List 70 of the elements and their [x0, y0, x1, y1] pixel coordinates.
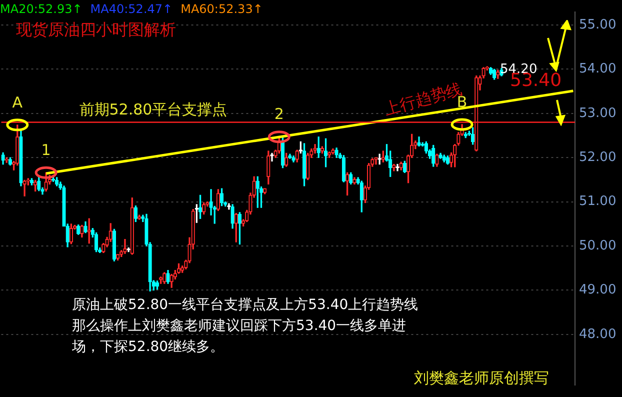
annotation: 那么操作上刘樊鑫老师建议回踩下方53.40一线多单进 — [72, 317, 406, 335]
candlestick — [496, 70, 500, 79]
candlestick — [435, 154, 439, 167]
candlestick — [324, 138, 328, 168]
candlestick — [227, 203, 231, 210]
annotation: MA60:52.33↑ — [180, 2, 263, 16]
candlestick — [230, 204, 234, 229]
y-tick-label: 49.00 — [579, 282, 616, 298]
candlestick — [69, 224, 74, 244]
candlestick — [381, 150, 385, 162]
annotation: MA40:52.47↑ — [90, 2, 173, 16]
y-tick-label: 51.00 — [579, 194, 616, 210]
candlestick — [302, 143, 306, 186]
annotation: 刘樊鑫老师原创撰写 — [414, 369, 549, 388]
candlestick — [270, 152, 274, 162]
candlestick — [87, 218, 91, 244]
annotation: 1 — [41, 141, 51, 160]
candlestick — [94, 232, 98, 252]
y-tick-label: 50.00 — [579, 238, 616, 254]
candlestick — [320, 146, 324, 154]
candlestick — [316, 136, 320, 158]
candlestick — [8, 157, 12, 166]
candlestick — [360, 180, 364, 212]
candlestick — [374, 157, 378, 165]
candlestick — [345, 172, 350, 196]
candlestick — [238, 212, 242, 245]
candlestick — [306, 152, 310, 180]
candlestick — [262, 188, 267, 194]
candlestick — [399, 162, 403, 170]
candlestick — [438, 152, 442, 159]
candlestick — [126, 247, 130, 252]
annotation: 2 — [274, 105, 284, 124]
candlestick — [37, 176, 41, 192]
candlestick — [328, 152, 332, 158]
candlestick — [234, 212, 238, 242]
y-tick-label: 54.00 — [579, 62, 616, 77]
candlestick — [352, 177, 356, 184]
candlestick — [256, 176, 260, 208]
annotation: MA20:52.93↑ — [0, 2, 82, 16]
candlestick — [134, 205, 138, 222]
y-tick-label: 55.00 — [579, 17, 616, 32]
candlestick — [123, 239, 127, 254]
candlestick — [1, 152, 5, 165]
candlestick — [266, 150, 270, 184]
text: 现货原油四小时图解析 — [16, 20, 176, 41]
candlestick — [396, 164, 400, 172]
candlestick — [198, 194, 202, 219]
candlestick — [313, 144, 317, 154]
candlestick — [130, 198, 134, 255]
y-tick-label: 52.00 — [579, 150, 616, 165]
candlestick — [84, 221, 88, 234]
annotation: 原油上破52.80一线平台支撑点及上方53.40上行趋势线 — [72, 296, 418, 314]
candlestick — [342, 155, 346, 182]
candlestick — [378, 154, 382, 165]
candlestick — [220, 188, 224, 206]
annotation: 场，下探52.80继续多。 — [72, 338, 224, 356]
candlestick — [216, 189, 220, 211]
candlestick — [22, 180, 26, 196]
y-tick-label: 53.00 — [579, 106, 616, 121]
candlestick — [334, 148, 338, 158]
candlestick — [166, 270, 170, 284]
candlestick — [19, 130, 23, 186]
candlestick — [112, 228, 116, 262]
candlestick — [298, 141, 303, 154]
y-tick-label: 48.00 — [579, 326, 616, 342]
ref-line-label: 前期52.80平台支撑点 — [79, 100, 228, 119]
candlestick — [80, 224, 84, 238]
candlestick — [33, 180, 38, 192]
candlestick — [202, 202, 206, 215]
annotation: A — [12, 93, 24, 112]
